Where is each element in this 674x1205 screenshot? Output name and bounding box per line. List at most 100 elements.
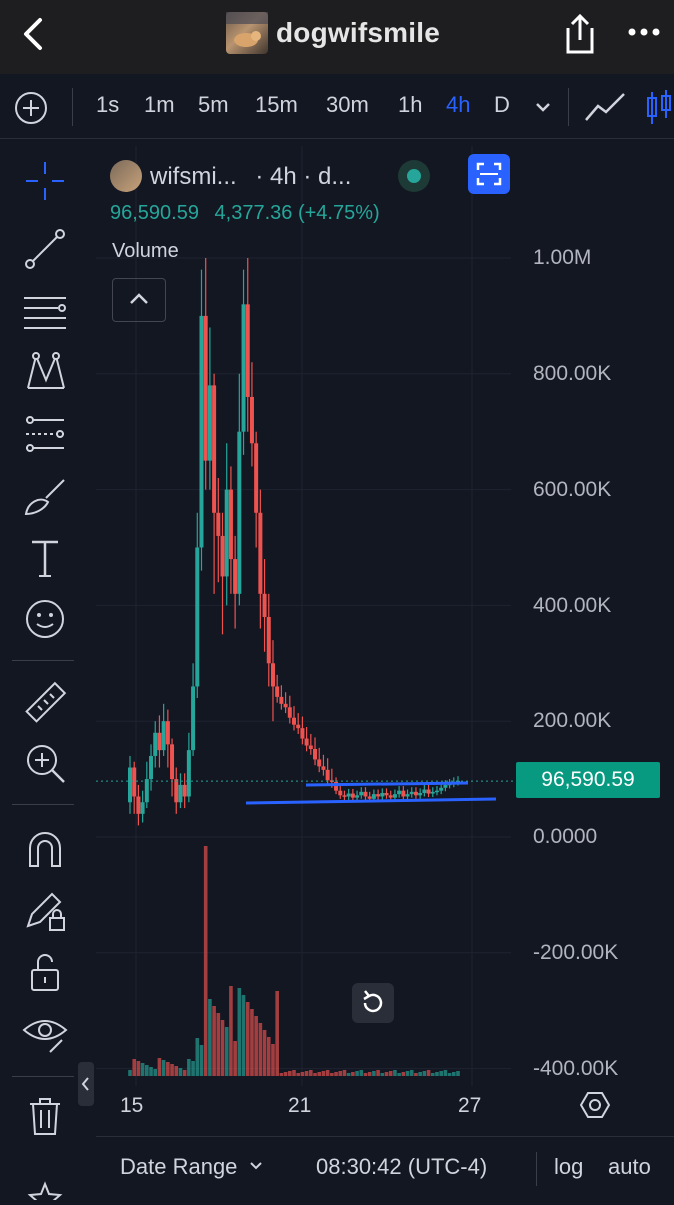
lock-drawings-tool[interactable]	[22, 888, 68, 934]
candle-body	[241, 304, 246, 432]
fib-retracement-tool[interactable]	[22, 290, 68, 336]
tf-5m[interactable]: 5m	[198, 92, 229, 117]
price-axis-label: 400.00K	[533, 594, 612, 617]
volume-bar	[262, 1030, 267, 1076]
trend-line-tool[interactable]	[22, 226, 68, 272]
pattern-tool[interactable]	[22, 350, 68, 396]
chevron-down-icon	[536, 103, 550, 112]
line-chart-button[interactable]	[584, 90, 626, 124]
measure-tool[interactable]	[22, 680, 68, 726]
market-open-dot	[407, 169, 421, 183]
volume-bar	[145, 1065, 149, 1076]
chart-settings-button[interactable]	[579, 1090, 611, 1120]
log-scale-toggle[interactable]: log	[554, 1154, 584, 1179]
candle-body	[140, 802, 145, 814]
share-button[interactable]	[560, 12, 600, 56]
volume-bar	[359, 1070, 364, 1076]
date-range-button[interactable]: Date Range	[120, 1154, 264, 1180]
chevron-down-icon	[249, 1162, 262, 1170]
volume-bar	[447, 1073, 452, 1076]
volume-bar	[191, 1061, 195, 1076]
tf-4h[interactable]: 4h	[446, 92, 471, 117]
tf-1h[interactable]: 1h	[398, 92, 423, 117]
timezone-clock[interactable]: 08:30:42 (UTC-4)	[316, 1154, 488, 1179]
divider	[568, 88, 569, 126]
text-tool[interactable]	[22, 536, 68, 582]
zoom-in-tool[interactable]	[22, 740, 68, 786]
tf-30m[interactable]: 30m	[326, 92, 369, 117]
brush-icon	[24, 479, 65, 516]
volume-bar	[166, 1062, 170, 1076]
candle-body	[132, 767, 137, 797]
candle-body	[418, 792, 423, 796]
toolbar-collapse-handle[interactable]	[78, 1062, 94, 1106]
volume-bar	[153, 1069, 158, 1076]
candle-body	[401, 790, 406, 797]
volume-bar	[334, 1072, 338, 1076]
collapse-legend-button[interactable]	[112, 278, 166, 322]
candle-body	[212, 385, 217, 513]
price-chart[interactable]	[96, 146, 674, 1130]
volume-bar	[220, 1020, 225, 1076]
favorites-tool[interactable]	[22, 1172, 68, 1205]
back-button[interactable]	[14, 14, 54, 54]
current-price-tag: 96,590.59	[516, 762, 660, 798]
candle-body	[178, 784, 183, 803]
magnet-tool[interactable]	[22, 826, 68, 872]
reset-chart-button[interactable]	[352, 983, 394, 1023]
volume-indicator-label[interactable]: Volume	[112, 240, 179, 262]
volume-bar	[422, 1071, 427, 1076]
candle-body	[409, 791, 414, 795]
settings-hexagon-icon	[579, 1092, 611, 1118]
candle-body	[325, 769, 330, 781]
volume-bar	[195, 1038, 200, 1076]
volume-bar	[292, 1070, 296, 1076]
auto-scale-toggle[interactable]: auto	[608, 1154, 651, 1179]
tf-d[interactable]: D	[494, 92, 510, 117]
lock-all-tool[interactable]	[22, 950, 68, 996]
hide-drawings-tool[interactable]	[22, 1010, 68, 1056]
crosshair-tool[interactable]	[22, 158, 68, 204]
candle-body	[128, 767, 132, 803]
add-button[interactable]	[14, 91, 48, 125]
candles-button[interactable]	[644, 88, 674, 128]
price-axis-label: 1.00M	[533, 246, 592, 269]
prediction-tool[interactable]	[22, 412, 68, 458]
fullscreen-button[interactable]	[468, 154, 510, 194]
magnet-icon	[29, 832, 61, 867]
tf-15m[interactable]: 15m	[255, 92, 298, 117]
share-icon	[566, 13, 594, 54]
divider	[72, 88, 73, 126]
pencil-lock-icon	[26, 892, 65, 931]
candle-body	[304, 738, 309, 746]
page-title: dogwifsmile	[276, 17, 440, 48]
candle-body	[254, 443, 259, 513]
candle-body	[287, 707, 292, 718]
timeframe-dropdown-button[interactable]	[532, 96, 554, 118]
fullscreen-icon	[476, 162, 502, 186]
emoji-tool[interactable]	[22, 596, 68, 642]
volume-bar	[203, 846, 208, 1076]
candle-body	[203, 315, 208, 461]
volume-bar	[313, 1073, 317, 1076]
candle-body	[300, 728, 305, 739]
divider	[12, 660, 74, 661]
brush-tool[interactable]	[22, 474, 68, 520]
volume-bar	[275, 991, 279, 1076]
chart-pane[interactable]	[96, 146, 674, 1130]
tf-1m[interactable]: 1m	[144, 92, 175, 117]
volume-bar	[132, 1059, 137, 1076]
volume-bar	[296, 1073, 301, 1076]
star-icon	[27, 1181, 63, 1205]
tf-1s[interactable]: 1s	[96, 92, 120, 117]
more-button[interactable]	[624, 22, 664, 42]
candle-body	[165, 721, 170, 745]
volume-bar	[342, 1070, 347, 1076]
volume-bar	[401, 1072, 406, 1076]
trash-icon	[30, 1098, 60, 1135]
drawn-trend-line	[305, 781, 469, 787]
remove-drawings-tool[interactable]	[22, 1094, 68, 1140]
symbol-legend[interactable]: wifsmi... · 4h · d...	[150, 163, 351, 191]
price-axis-label: -400.00K	[533, 1057, 619, 1080]
candle-body	[220, 535, 225, 577]
